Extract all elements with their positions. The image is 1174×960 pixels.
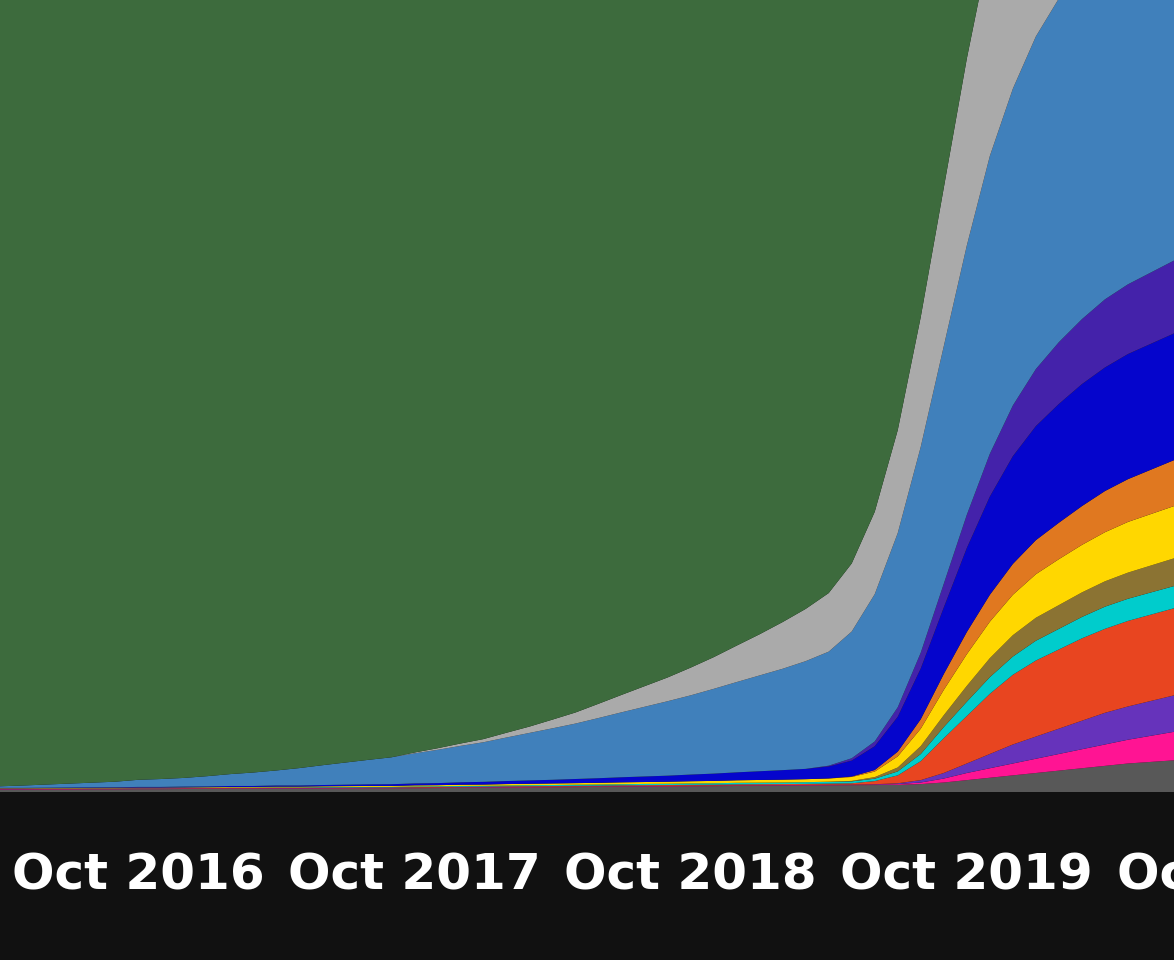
Text: Oct 2016: Oct 2016: [12, 852, 264, 900]
Text: Oct 2017: Oct 2017: [288, 852, 541, 900]
Text: Oct 2020: Oct 2020: [1116, 852, 1174, 900]
Text: Oct 2018: Oct 2018: [565, 852, 817, 900]
Text: Oct 2019: Oct 2019: [841, 852, 1093, 900]
